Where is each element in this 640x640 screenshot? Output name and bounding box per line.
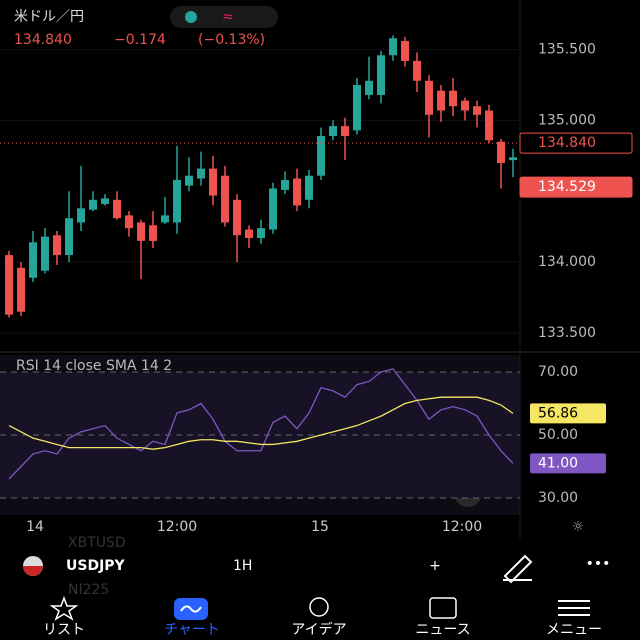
candle-body: [149, 225, 157, 241]
candle-body: [425, 80, 433, 115]
price-label-bg: [519, 176, 633, 198]
candle-body: [65, 218, 73, 256]
x-tick-label: 15: [311, 519, 329, 535]
price: 134.840: [14, 32, 72, 48]
draw-button[interactable]: [503, 554, 533, 584]
symbol-name: 米ドル／円: [14, 9, 84, 25]
add-button[interactable]: +: [429, 558, 441, 574]
candle-body: [257, 228, 265, 239]
nav-icon: [558, 600, 590, 616]
nav-icon: [429, 597, 457, 619]
y-tick-label: 30.00: [538, 490, 578, 506]
nav-label[interactable]: リスト: [43, 622, 85, 638]
candle-body: [377, 55, 385, 95]
status-icon: ≈: [222, 9, 234, 25]
nav-icon: [49, 595, 79, 621]
candle-body: [221, 175, 229, 223]
nav-icon: [309, 597, 329, 617]
rsi-line: [8, 396, 514, 450]
nav-icon: [180, 605, 202, 613]
nav-label[interactable]: アイデア: [291, 621, 346, 638]
candle-body: [413, 60, 421, 81]
candle-body: [197, 168, 205, 179]
price-label: 134.840: [538, 135, 596, 151]
x-tick-label: 14: [26, 519, 44, 535]
ghost-symbol: XBTUSD: [68, 535, 126, 551]
change: −0.174: [114, 32, 166, 48]
x-tick-label: 12:00: [157, 519, 197, 535]
candle-body: [389, 38, 397, 56]
y-tick-label: 134.000: [538, 254, 596, 270]
y-tick-label: 133.500: [538, 325, 596, 341]
candle-body: [293, 178, 301, 206]
candle-body: [365, 80, 373, 95]
nav-label[interactable]: チャート: [164, 622, 220, 638]
y-tick-label: 135.500: [538, 42, 596, 58]
candle-body: [329, 126, 337, 137]
candle-body: [113, 199, 121, 219]
ghost-symbol: NI225: [68, 582, 109, 598]
candle-body: [401, 41, 409, 61]
candle-body: [497, 141, 505, 163]
rsi-line: [8, 368, 514, 480]
candle-body: [473, 106, 481, 115]
candle-body: [485, 110, 493, 141]
candle-body: [317, 136, 325, 176]
candle-body: [209, 168, 217, 196]
toolbar-interval[interactable]: 1H: [233, 558, 252, 574]
candle-body: [269, 188, 277, 230]
candle-body: [449, 90, 457, 107]
candle-body: [185, 175, 193, 186]
change-pct: (−0.13%): [198, 32, 265, 48]
candle-body: [245, 229, 253, 239]
candle-body: [53, 235, 61, 256]
x-tick-label: 12:00: [442, 519, 482, 535]
nav-label[interactable]: ニュース: [415, 622, 470, 638]
candle-body: [233, 199, 241, 236]
end-label-bg: [530, 403, 606, 424]
status-pill[interactable]: [170, 6, 278, 28]
candle-body: [281, 179, 289, 190]
candle-body: [461, 100, 469, 111]
candle-body: [173, 179, 181, 223]
settings-icon[interactable]: ☼: [572, 519, 585, 535]
candle-body: [17, 267, 25, 312]
end-label: 41.00: [538, 455, 578, 471]
candle-body: [137, 222, 145, 241]
candle-body: [305, 175, 313, 200]
candle-body: [125, 215, 133, 229]
nav-label[interactable]: メニュー: [546, 622, 602, 638]
price-label-bg: [519, 132, 633, 154]
candle-body: [353, 85, 361, 131]
price-label: 134.529: [538, 179, 596, 195]
candle-body: [161, 215, 169, 223]
bottom-nav: リスト チャート アイデア ニュース メニュー: [43, 595, 602, 638]
flag-icon: [23, 566, 43, 576]
candle-body: [101, 198, 109, 205]
y-tick-label: 135.000: [538, 112, 596, 128]
candle-body: [5, 255, 13, 315]
candle-body: [341, 126, 349, 137]
candle-body: [77, 208, 85, 223]
candle-body: [89, 199, 97, 210]
y-tick-label: 50.00: [538, 427, 578, 443]
toolbar-symbol[interactable]: USDJPY: [66, 558, 126, 574]
end-label: 56.86: [538, 405, 578, 421]
end-label-bg: [530, 453, 606, 474]
candle-body: [509, 157, 517, 161]
y-tick-label: 70.00: [538, 364, 578, 380]
candle-body: [29, 242, 37, 278]
rsi-title: RSI 14 close SMA 14 2: [16, 358, 172, 374]
more-button[interactable]: •••: [586, 556, 611, 572]
candle-body: [41, 236, 49, 271]
candle-body: [437, 90, 445, 111]
market-open-dot: [185, 11, 197, 23]
